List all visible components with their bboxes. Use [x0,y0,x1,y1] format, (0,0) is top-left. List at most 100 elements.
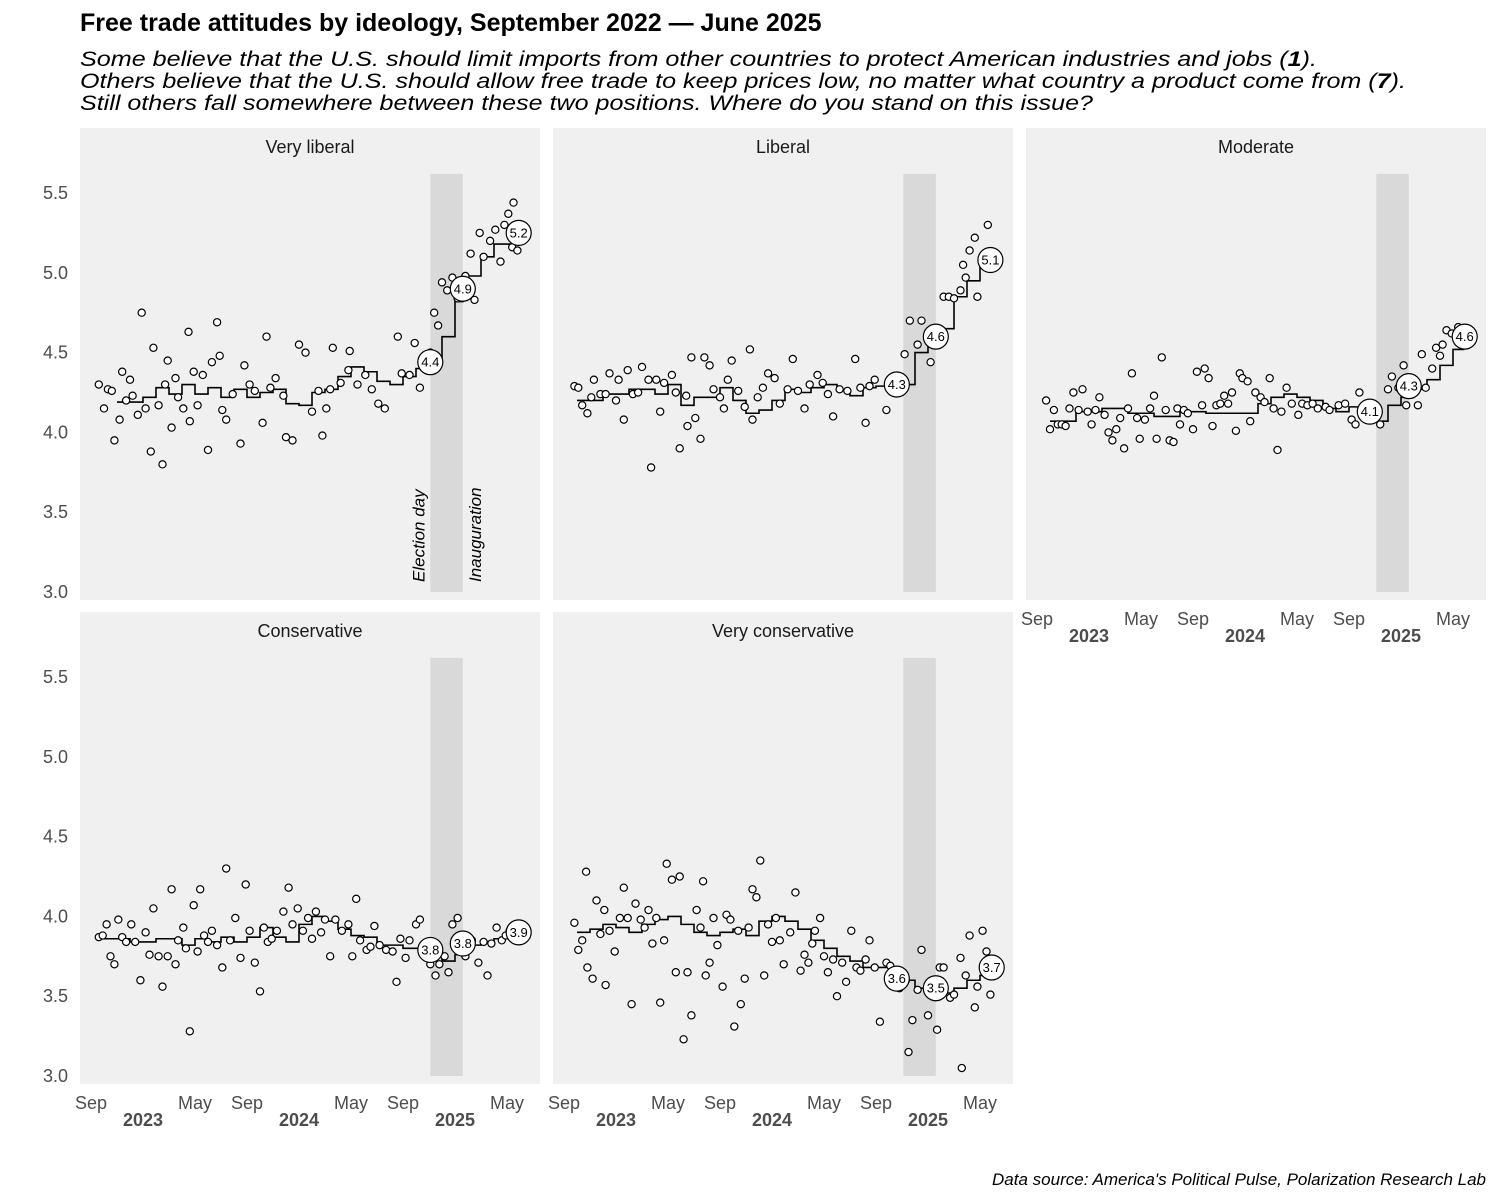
data-point [838,958,847,967]
data-point [605,926,614,935]
data-point [691,413,700,423]
data-point [114,915,123,924]
data-point [736,999,746,1009]
data-point [1188,425,1198,434]
data-point [228,389,237,399]
data-point [1152,434,1161,443]
y-tick-label: 3.0 [43,582,68,602]
data-point [218,405,227,415]
data-point [98,931,107,940]
data-point [125,375,135,384]
data-point [1192,367,1202,376]
data-point [1208,421,1217,431]
data-point [215,351,224,360]
panels: Very liberal Election day Inauguration 4.4 4… [43,128,1486,1130]
data-point [173,936,183,945]
y-tick-label: 3.5 [43,986,68,1006]
data-point [961,273,970,282]
data-point [485,236,495,246]
data-point [236,439,245,448]
data-point [314,386,323,396]
data-point [479,252,488,262]
data-point [973,982,982,991]
data-point [250,958,259,967]
data-point [779,960,788,969]
data-point [588,974,597,983]
value-label-circle [922,975,949,1002]
data-point [667,875,677,884]
data-point [800,404,809,413]
data-point [483,971,492,980]
data-point [435,960,444,969]
data-point [748,415,757,424]
data-point [133,410,142,420]
data-point [121,396,131,405]
data-point [745,345,755,354]
data-point [662,859,671,868]
panel-title: Moderate [1218,137,1294,157]
data-point [744,923,753,932]
data-point [149,904,158,913]
data-point [623,365,632,375]
data-point [957,1063,967,1073]
data-point [367,385,376,394]
data-point [322,404,331,413]
data-point [392,977,401,987]
data-point [171,373,180,383]
data-point [149,343,158,353]
data-point [589,375,599,384]
data-point [771,913,781,923]
data-point [715,393,725,402]
data-point [199,931,209,940]
data-point [281,432,291,442]
data-point [983,220,993,230]
data-point [207,357,217,367]
data-point [374,399,383,408]
data-point [696,434,705,443]
data-point [1140,415,1150,424]
data-point [865,381,874,391]
data-point [1123,404,1133,413]
data-point [437,278,447,287]
data-point [1115,413,1125,423]
data-point [345,346,354,356]
data-point [370,921,379,931]
x-tick-label: May [178,1093,212,1113]
panel-background [553,612,1013,1084]
data-point [198,370,207,380]
data-point [810,926,820,935]
data-point [917,945,926,955]
data-point [136,976,145,985]
data-point [644,375,653,384]
data-point [1273,445,1282,455]
data-point [683,421,692,431]
x-tick-label: Sep [1021,609,1053,629]
data-point [1200,364,1209,373]
data-point [328,343,337,353]
data-point [1149,391,1159,400]
data-point [1127,369,1137,378]
data-point [1243,377,1252,386]
x-year-label: 2024 [279,1110,319,1130]
data-point [255,987,265,996]
data-point [303,913,313,923]
x-tick-label: Sep [548,1093,580,1113]
data-point [212,940,222,950]
data-point [130,937,140,947]
data-point [397,369,406,378]
data-point [1421,383,1430,392]
data-point [841,977,851,987]
data-point [818,378,827,388]
data-point [221,415,231,424]
data-point [266,383,275,392]
data-point [970,1003,980,1012]
data-point [102,920,111,929]
data-point [970,233,980,242]
data-point [671,388,681,397]
data-point [203,937,213,947]
value-label: 5.2 [510,225,528,240]
data-point [1260,397,1269,407]
subtitle-line-1: Some believe that the U.S. should limit … [80,48,1317,71]
data-point [1087,420,1096,429]
data-point [843,386,852,396]
